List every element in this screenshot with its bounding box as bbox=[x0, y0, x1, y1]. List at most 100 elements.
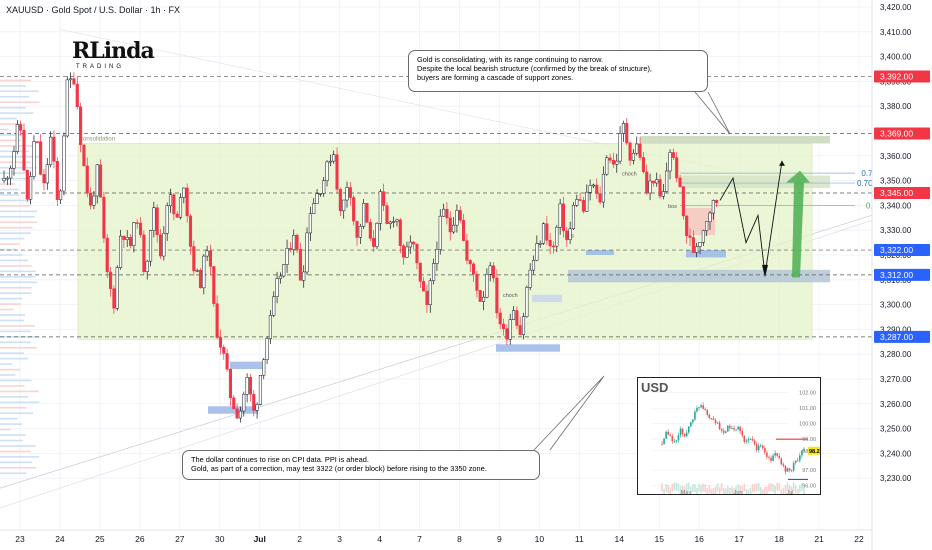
volume-profile-bar bbox=[0, 374, 16, 376]
inset-candle-body bbox=[708, 414, 711, 419]
candle-body bbox=[128, 237, 133, 246]
candle-body bbox=[225, 353, 229, 370]
candle-body bbox=[315, 193, 319, 204]
candle-body bbox=[465, 240, 469, 261]
volume-profile-bar bbox=[0, 85, 26, 87]
price-level-tag bbox=[874, 187, 930, 199]
x-tick-label: 27 bbox=[175, 534, 185, 544]
inset-volume-bar bbox=[774, 485, 776, 494]
candle-body bbox=[19, 124, 23, 131]
candle-body bbox=[501, 323, 506, 329]
volume-profile-bar bbox=[0, 177, 28, 180]
volume-profile-bar bbox=[0, 248, 17, 251]
candle-body bbox=[548, 239, 552, 247]
volume-profile-bar bbox=[0, 117, 17, 120]
inset-candle-body bbox=[770, 457, 772, 461]
projection bbox=[533, 91, 810, 451]
inset-volume-bar bbox=[714, 486, 717, 494]
candle-body bbox=[422, 281, 426, 292]
candle-body bbox=[428, 280, 432, 305]
candle-body bbox=[138, 222, 143, 236]
candle-body bbox=[99, 164, 103, 198]
inset-volume-bar bbox=[694, 484, 696, 493]
volume-profile-bar bbox=[0, 210, 37, 213]
volume-profile-bar bbox=[0, 412, 34, 415]
candle-body bbox=[645, 171, 649, 194]
inset-candle-body bbox=[753, 440, 756, 445]
inset-y-tick-label: 96.00 bbox=[802, 484, 816, 490]
inset-candle-body bbox=[692, 419, 694, 423]
symbol-title[interactable]: XAUUSD · Gold Spot / U.S. Dollar · 1h · … bbox=[6, 5, 181, 15]
candle-body bbox=[92, 195, 96, 206]
x-tick-label: 25 bbox=[95, 534, 105, 544]
inset-volume-bar bbox=[729, 487, 731, 494]
inset-volume-bar bbox=[692, 484, 694, 493]
inset-candle-body bbox=[671, 435, 674, 442]
volume-profile-bar bbox=[0, 428, 11, 431]
order-block bbox=[532, 294, 562, 303]
inset-candle-body bbox=[757, 445, 760, 451]
volume-profile-bar bbox=[0, 341, 31, 344]
x-tick-label: 15 bbox=[655, 534, 665, 544]
candle-body bbox=[252, 393, 256, 411]
inset-candle-body bbox=[784, 465, 787, 472]
inset-volume-bar bbox=[690, 486, 692, 494]
candle-body bbox=[472, 263, 476, 275]
inset-candle-body bbox=[702, 405, 704, 409]
usd-inset-title: USD bbox=[641, 380, 669, 395]
candle-body bbox=[655, 179, 659, 184]
candle-body bbox=[222, 347, 226, 354]
candle-body bbox=[408, 241, 412, 248]
bottom-callout-line: Gold, as part of a correction, may test … bbox=[191, 464, 487, 473]
inset-candle-body bbox=[751, 438, 754, 441]
x-axis[interactable]: 23 24 25 26 27 30 Jul 2 3 4 7 8 9 10 11 14 15 16 17 18 21 22 bbox=[0, 529, 872, 544]
price-level-tag bbox=[874, 330, 930, 343]
candle-body bbox=[55, 160, 59, 200]
y-tick-label: 3,240.00 bbox=[880, 449, 912, 458]
candle-body bbox=[468, 260, 472, 265]
projection-path bbox=[719, 160, 783, 275]
x-tick-label: 14 bbox=[615, 534, 625, 544]
volume-profile-bar bbox=[0, 314, 25, 316]
candle-body bbox=[245, 377, 249, 395]
fib-label: 0.79 bbox=[861, 169, 877, 178]
x-tick-label: 8 bbox=[457, 534, 462, 544]
inset-volume-bar bbox=[679, 486, 682, 494]
candle-body bbox=[175, 213, 179, 218]
inset-candle-body bbox=[768, 456, 770, 458]
candle-body bbox=[462, 220, 466, 241]
inset-volume-bar bbox=[751, 484, 754, 493]
candle-body bbox=[228, 368, 233, 399]
candle-body bbox=[282, 264, 286, 277]
candle-body bbox=[188, 215, 193, 247]
candle-body bbox=[521, 316, 526, 335]
top-callout[interactable]: Gold is consolidating, with its range co… bbox=[408, 50, 708, 92]
candle-body bbox=[345, 187, 349, 201]
candle-body bbox=[518, 325, 522, 335]
bottom-callout[interactable]: The dollar continues to rise on CPI data… bbox=[182, 450, 540, 480]
candle-body bbox=[352, 197, 356, 222]
candle-body bbox=[458, 210, 462, 221]
candle-body bbox=[448, 217, 452, 233]
candle-body bbox=[182, 187, 186, 198]
inset-price-tag bbox=[808, 446, 820, 455]
y-axis[interactable]: 3,420.003,410.003,400.003,390.003,380.00… bbox=[871, 0, 932, 550]
inset-volume-bar bbox=[724, 488, 727, 494]
candle-body bbox=[618, 133, 622, 162]
usd-inset-chart[interactable]: 102.00101.00100.0099.0098.2597.0096.0098… bbox=[637, 377, 821, 495]
candle-body bbox=[658, 179, 662, 197]
inset-volume-bar bbox=[681, 485, 684, 494]
inset-volume-bar bbox=[669, 487, 672, 494]
candle-body bbox=[571, 205, 576, 230]
candle-body bbox=[671, 152, 675, 158]
inset-candle-body bbox=[794, 460, 797, 463]
order-block bbox=[496, 344, 560, 352]
candle-body bbox=[278, 275, 282, 279]
y-tick-label: 3,280.00 bbox=[880, 350, 912, 359]
candle-body bbox=[232, 397, 236, 410]
inset-candle-body bbox=[801, 450, 803, 456]
inset-volume-bar bbox=[778, 482, 781, 491]
price-level-tag-label: 3,312.00 bbox=[880, 270, 913, 280]
inset-candle-body bbox=[685, 432, 688, 437]
x-tick-label: 4 bbox=[377, 534, 382, 544]
